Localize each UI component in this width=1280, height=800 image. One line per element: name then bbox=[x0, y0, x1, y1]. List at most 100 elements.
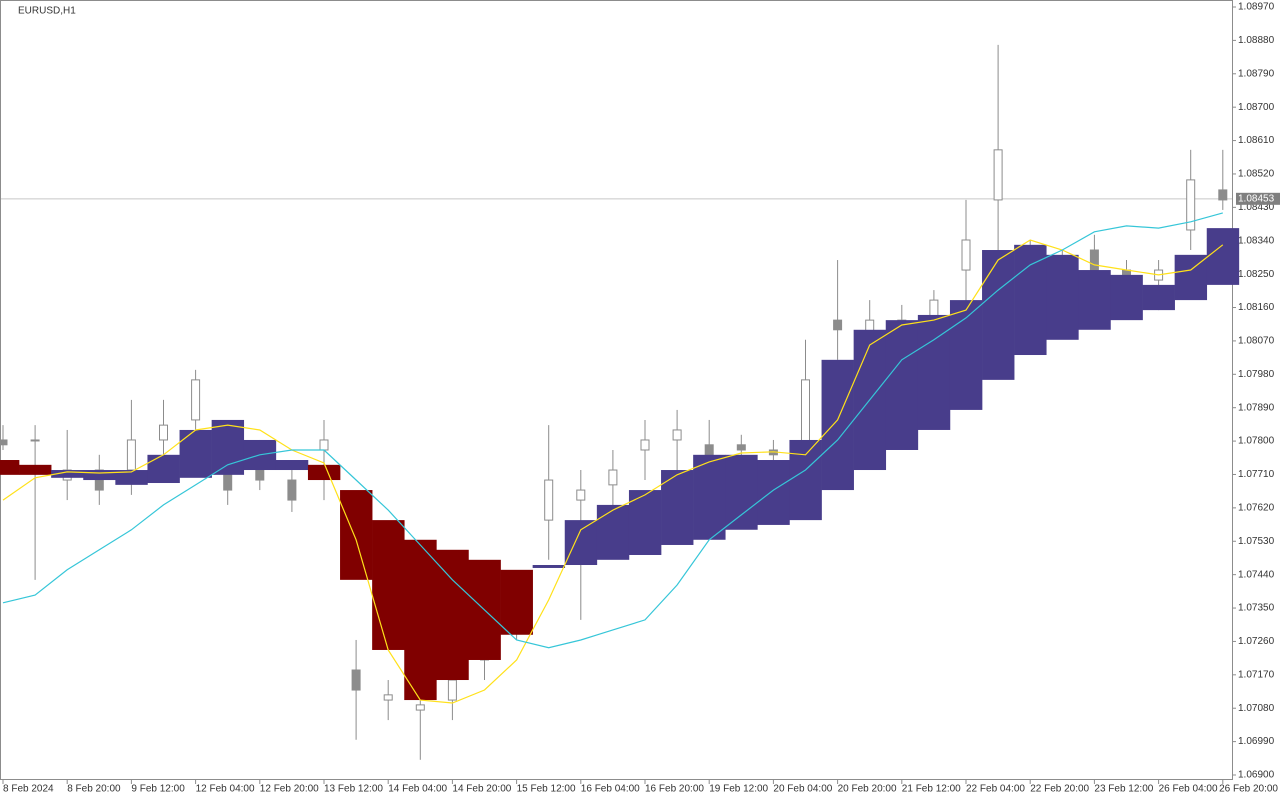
cloud-segment bbox=[1014, 244, 1047, 356]
cloud-segment bbox=[1078, 270, 1111, 330]
y-tick-label: 1.07170 bbox=[1238, 669, 1275, 680]
cloud-segment bbox=[885, 320, 919, 450]
cloud-segment bbox=[275, 460, 309, 471]
candle-body bbox=[383, 694, 393, 701]
cloud-segment bbox=[51, 470, 84, 478]
cloud-segment bbox=[757, 460, 790, 525]
cloud-segment bbox=[179, 429, 212, 478]
cloud-segment bbox=[821, 359, 854, 491]
x-tick-label: 9 Feb 12:00 bbox=[131, 784, 185, 795]
cloud-segment bbox=[1110, 274, 1143, 321]
y-tick-label: 1.07080 bbox=[1238, 703, 1275, 714]
x-tick-label: 8 Feb 2024 bbox=[3, 784, 54, 795]
cloud-segment bbox=[564, 520, 598, 566]
cloud-segment bbox=[211, 419, 245, 475]
candle-body bbox=[0, 439, 8, 446]
y-tick-label: 1.06900 bbox=[1238, 770, 1275, 781]
y-tick-label: 1.07800 bbox=[1238, 436, 1275, 447]
x-tick-label: 12 Feb 20:00 bbox=[260, 784, 319, 795]
cloud-segment bbox=[372, 520, 405, 650]
cloud-segment bbox=[19, 464, 52, 475]
candle-body bbox=[447, 679, 457, 701]
indicator-line bbox=[2, 239, 1224, 704]
current-price-box bbox=[1236, 192, 1280, 205]
y-tick-label: 1.08520 bbox=[1238, 169, 1275, 180]
x-tick-label: 26 Feb 20:00 bbox=[1219, 784, 1278, 795]
x-tick-label: 21 Feb 12:00 bbox=[902, 784, 961, 795]
candle-body bbox=[608, 469, 618, 486]
x-tick-label: 16 Feb 04:00 bbox=[581, 784, 640, 795]
y-tick-label: 1.07440 bbox=[1238, 569, 1275, 580]
cloud-segment bbox=[115, 470, 148, 485]
candle-body bbox=[1218, 189, 1228, 201]
y-tick-label: 1.07890 bbox=[1238, 402, 1275, 413]
candle-body bbox=[993, 149, 1003, 201]
cloud-segment bbox=[725, 454, 758, 530]
cloud-segment bbox=[1206, 228, 1240, 285]
y-tick-label: 1.08700 bbox=[1238, 102, 1275, 113]
cloud-segment bbox=[500, 569, 533, 635]
candle-body bbox=[255, 469, 265, 481]
x-tick-label: 19 Feb 12:00 bbox=[709, 784, 768, 795]
y-tick-label: 1.08430 bbox=[1238, 202, 1275, 213]
y-tick-label: 1.06990 bbox=[1238, 736, 1275, 747]
y-tick-label: 1.07350 bbox=[1238, 603, 1275, 614]
x-tick-label: 20 Feb 20:00 bbox=[838, 784, 897, 795]
cloud-segment bbox=[949, 300, 983, 410]
y-tick-label: 1.08340 bbox=[1238, 235, 1275, 246]
cloud-segment bbox=[628, 490, 662, 555]
candle-body bbox=[576, 489, 586, 501]
cloud-segment bbox=[0, 460, 20, 475]
y-tick-label: 1.08880 bbox=[1238, 35, 1275, 46]
y-tick-label: 1.08970 bbox=[1238, 2, 1275, 13]
candle-body bbox=[415, 704, 425, 711]
candle-body bbox=[159, 424, 168, 441]
cloud-segment bbox=[340, 490, 373, 580]
x-tick-label: 20 Feb 04:00 bbox=[773, 784, 832, 795]
cloud-segment bbox=[147, 454, 180, 484]
y-tick-label: 1.07620 bbox=[1238, 503, 1275, 514]
candle-body bbox=[319, 439, 329, 451]
cloud-segment bbox=[1142, 284, 1175, 311]
candle-body bbox=[351, 669, 361, 691]
x-tick-label: 22 Feb 04:00 bbox=[966, 784, 1025, 795]
cloud-segment bbox=[693, 454, 726, 540]
cloud-segment bbox=[307, 464, 341, 481]
current-price-text: 1.08453 bbox=[1238, 193, 1275, 204]
candle-body bbox=[1089, 249, 1099, 271]
x-tick-label: 14 Feb 04:00 bbox=[388, 784, 447, 795]
y-tick-label: 1.08250 bbox=[1238, 269, 1275, 280]
chart-title: EURUSD,H1 bbox=[18, 6, 76, 17]
candle-body bbox=[672, 429, 682, 441]
y-tick-label: 1.07260 bbox=[1238, 636, 1275, 647]
x-tick-label: 26 Feb 04:00 bbox=[1159, 784, 1218, 795]
cloud-segment bbox=[1174, 254, 1208, 301]
x-tick-label: 13 Feb 12:00 bbox=[324, 784, 383, 795]
cloud-segment bbox=[532, 565, 566, 568]
x-tick-label: 22 Feb 20:00 bbox=[1030, 784, 1089, 795]
cloud-segment bbox=[404, 539, 437, 701]
x-tick-label: 16 Feb 20:00 bbox=[645, 784, 704, 795]
candle-body bbox=[1186, 179, 1196, 231]
y-tick-label: 1.07710 bbox=[1238, 469, 1275, 480]
current-price-label: 1.08453 bbox=[1236, 192, 1280, 205]
candle-body bbox=[191, 379, 201, 421]
candle-body bbox=[287, 479, 297, 501]
cloud-segment bbox=[83, 470, 116, 481]
cloud-segment bbox=[661, 470, 694, 545]
cloud-segment bbox=[982, 250, 1015, 380]
y-tick-label: 1.08160 bbox=[1238, 302, 1275, 313]
x-tick-label: 8 Feb 20:00 bbox=[67, 784, 121, 795]
x-tick-label: 15 Feb 12:00 bbox=[517, 784, 576, 795]
cloud-segment bbox=[436, 549, 469, 681]
x-tick-label: 12 Feb 04:00 bbox=[196, 784, 255, 795]
x-tick-label: 14 Feb 20:00 bbox=[452, 784, 511, 795]
cloud-segment bbox=[1046, 254, 1079, 340]
candle-body bbox=[640, 439, 650, 451]
y-tick-label: 1.07980 bbox=[1238, 369, 1275, 380]
cloud-segment bbox=[596, 504, 630, 560]
y-tick-label: 1.08790 bbox=[1238, 68, 1275, 79]
candle-body bbox=[833, 319, 843, 331]
